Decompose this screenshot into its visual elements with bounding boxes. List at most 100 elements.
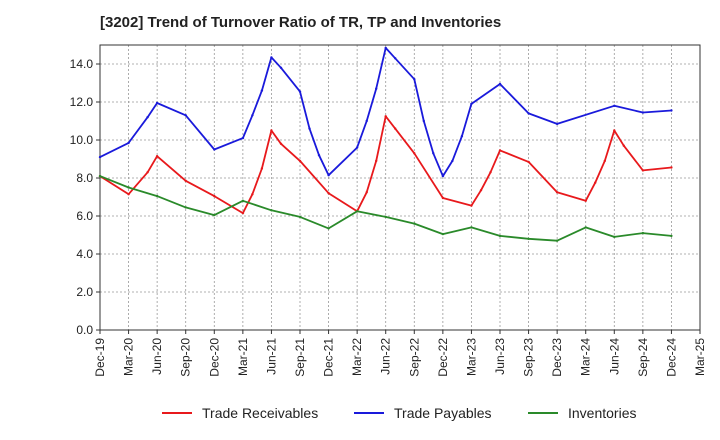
data-point-trade-receivables — [413, 152, 416, 155]
data-point-inventories — [355, 210, 359, 213]
y-tick-label: 14.0 — [70, 57, 94, 71]
data-point-inventories — [470, 226, 473, 229]
data-point-trade-payables — [384, 46, 387, 50]
data-point-trade-receivables — [641, 169, 645, 172]
data-point-trade-payables — [498, 82, 502, 86]
x-tick-label: Sep-24 — [636, 338, 650, 377]
data-point-inventories — [155, 194, 159, 198]
data-point-trade-receivables — [298, 159, 302, 163]
data-point-trade-payables — [146, 116, 149, 119]
data-point-trade-payables — [555, 122, 559, 126]
x-tick-label: Jun-24 — [607, 338, 621, 375]
data-point-trade-receivables — [327, 192, 330, 195]
data-point-trade-payables — [213, 148, 216, 151]
data-point-trade-payables — [527, 112, 530, 115]
legend-item-trade-receivables: Trade Receivables — [162, 403, 318, 423]
y-tick-label: 6.0 — [76, 209, 93, 223]
data-point-trade-receivables — [555, 191, 559, 194]
data-point-trade-receivables — [498, 149, 502, 152]
data-point-trade-payables — [441, 174, 445, 178]
data-point-inventories — [298, 215, 302, 219]
data-point-trade-payables — [184, 114, 187, 117]
legend-label: Trade Payables — [394, 405, 492, 421]
x-tick-label: Jun-21 — [264, 338, 278, 375]
x-tick-label: Dec-21 — [322, 338, 336, 377]
y-tick-label: 12.0 — [70, 95, 94, 109]
data-point-trade-receivables — [241, 211, 245, 215]
x-tick-label: Sep-21 — [293, 338, 307, 377]
legend-item-trade-payables: Trade Payables — [354, 403, 492, 423]
y-tick-label: 2.0 — [76, 285, 93, 299]
data-point-trade-receivables — [479, 189, 483, 192]
x-tick-label: Mar-23 — [464, 338, 478, 376]
legend-label: Trade Receivables — [202, 405, 319, 421]
chart-title: [3202] Trend of Turnover Ratio of TR, TP… — [100, 14, 502, 31]
data-point-trade-receivables — [489, 171, 492, 174]
data-point-trade-payables — [613, 104, 616, 108]
data-point-inventories — [213, 213, 216, 217]
data-point-trade-receivables — [613, 129, 616, 132]
data-point-trade-payables — [670, 109, 673, 112]
x-tick-label: Mar-21 — [236, 338, 250, 376]
y-tick-label: 0.0 — [76, 323, 93, 337]
x-tick-label: Mar-25 — [693, 338, 707, 376]
data-point-inventories — [241, 199, 245, 202]
data-point-trade-receivables — [270, 129, 273, 132]
data-point-trade-receivables — [260, 167, 264, 170]
data-point-trade-receivables — [251, 193, 254, 196]
x-tick-label: Dec-20 — [207, 338, 221, 377]
data-point-inventories — [584, 226, 587, 229]
x-tick-label: Sep-22 — [407, 338, 421, 377]
x-tick-label: Mar-24 — [579, 338, 593, 376]
data-point-trade-receivables — [584, 199, 587, 202]
data-point-trade-payables — [355, 146, 359, 149]
x-tick-label: Dec-23 — [550, 338, 564, 377]
data-point-trade-payables — [317, 154, 321, 157]
y-tick-label: 8.0 — [76, 171, 93, 185]
data-point-inventories — [498, 234, 502, 238]
data-point-inventories — [670, 234, 673, 238]
x-tick-label: Mar-20 — [122, 338, 136, 376]
data-point-trade-payables — [375, 87, 378, 90]
data-point-trade-receivables — [441, 196, 445, 200]
legend-swatch — [354, 412, 384, 414]
data-point-trade-payables — [470, 102, 473, 106]
data-point-trade-payables — [270, 56, 273, 59]
y-axis-ticks: 0.0 2.0 4.0 6.0 8.0 10.0 12.0 14.0 — [70, 57, 100, 337]
data-point-inventories — [441, 232, 445, 236]
data-point-trade-payables — [327, 174, 330, 177]
data-point-trade-receivables — [279, 142, 283, 145]
data-point-trade-receivables — [622, 144, 625, 147]
grid-lines — [100, 45, 700, 330]
data-point-trade-payables — [98, 155, 102, 159]
x-axis-ticks: Dec-19 Mar-20 Jun-20 Sep-20 Dec-20 Mar-21 Jun-… — [93, 330, 707, 377]
data-point-trade-payables — [251, 114, 254, 117]
series-lines — [98, 46, 673, 242]
data-point-inventories — [127, 186, 130, 189]
x-tick-label: Jun-23 — [493, 338, 507, 375]
x-tick-label: Dec-24 — [664, 338, 678, 377]
x-tick-label: Mar-22 — [350, 338, 364, 376]
legend-item-inventories: Inventories — [528, 403, 636, 423]
data-point-inventories — [527, 237, 530, 240]
data-point-trade-receivables — [184, 179, 187, 182]
data-point-trade-receivables — [603, 159, 606, 163]
data-point-inventories — [270, 209, 273, 212]
data-point-inventories — [327, 227, 330, 230]
y-tick-label: 4.0 — [76, 247, 93, 261]
data-point-trade-payables — [155, 101, 159, 105]
data-point-trade-payables — [432, 152, 435, 155]
data-point-trade-receivables — [470, 204, 473, 207]
legend-swatch — [162, 412, 192, 414]
axes — [99, 44, 701, 331]
series-line-trade-payables — [99, 47, 672, 178]
data-point-trade-receivables — [365, 191, 368, 194]
data-point-trade-payables — [260, 89, 264, 92]
legend-label: Inventories — [568, 405, 637, 421]
x-tick-label: Sep-20 — [179, 338, 193, 377]
data-point-trade-payables — [641, 111, 645, 114]
x-tick-label: Jun-20 — [150, 338, 164, 375]
data-point-trade-receivables — [594, 181, 597, 184]
data-point-trade-payables — [279, 66, 283, 70]
